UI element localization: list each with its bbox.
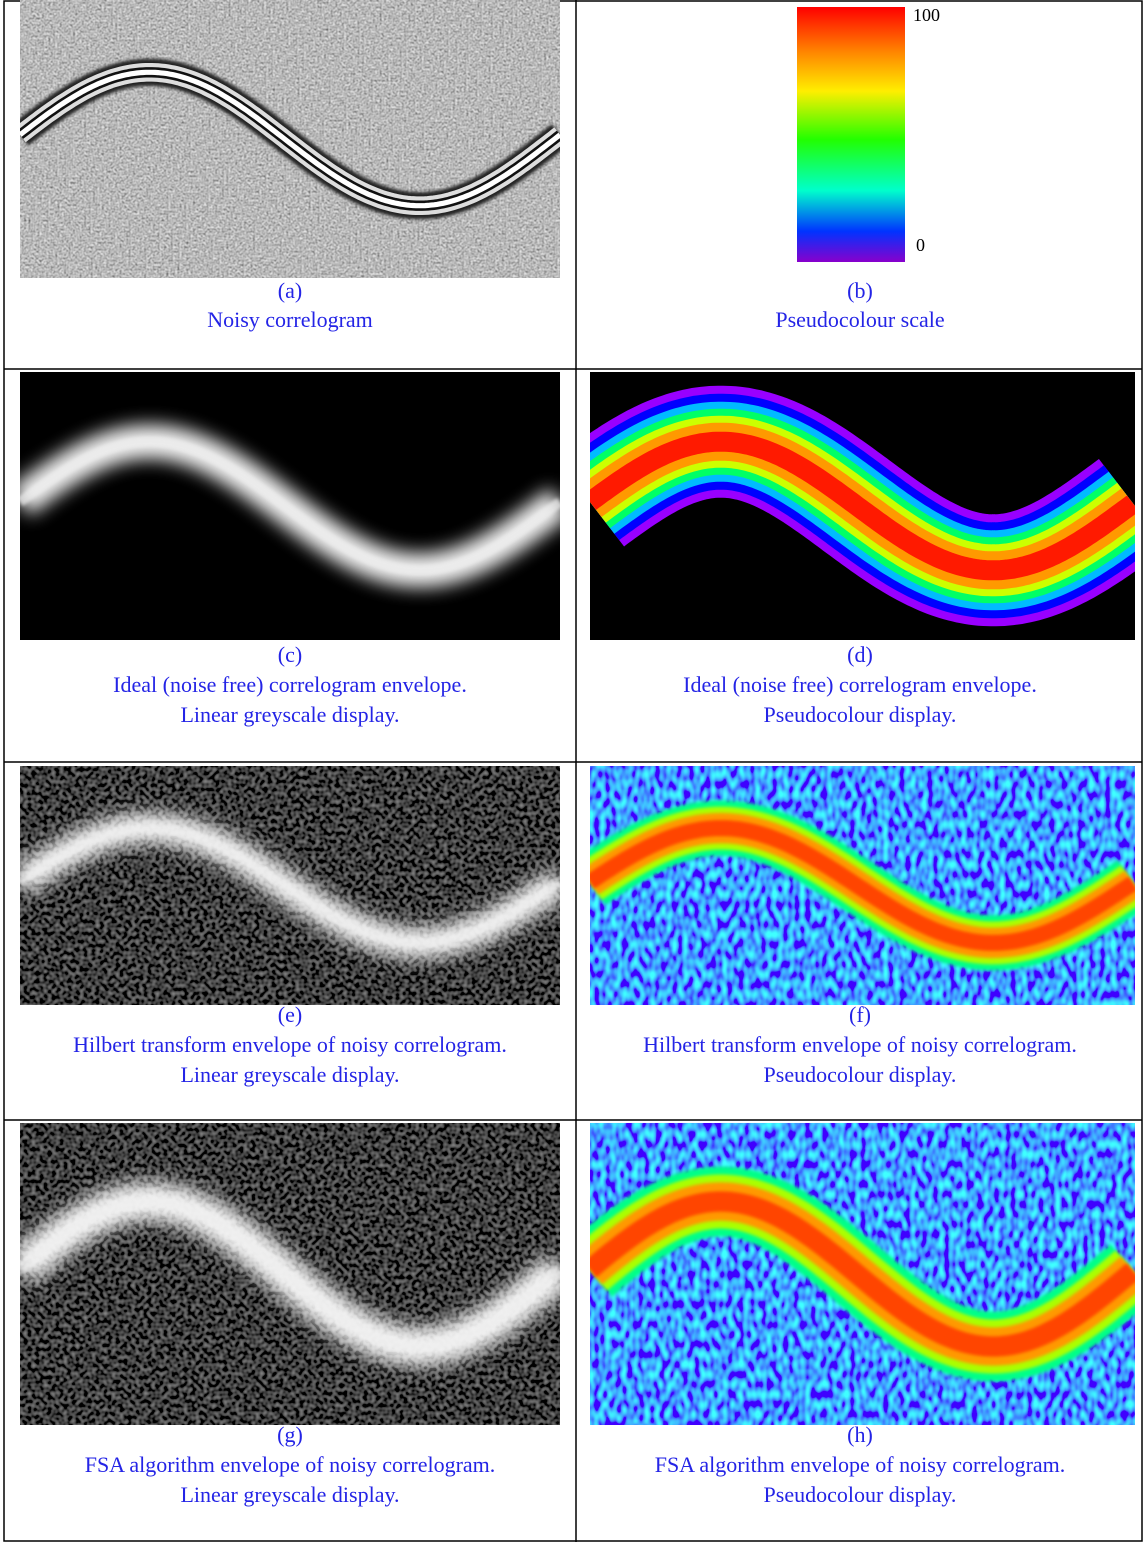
panel-image: [20, 0, 560, 278]
panel-caption: Linear greyscale display.: [180, 702, 399, 727]
panel-caption: Pseudocolour display.: [764, 702, 957, 727]
panel: 100 0 (b) Pseudocolour scale: [775, 5, 944, 332]
panel-label: (a): [278, 278, 302, 303]
panel-image: [590, 766, 1135, 1005]
envelope-band: [590, 1191, 1135, 1357]
panel-caption: FSA algorithm envelope of noisy correlog…: [655, 1452, 1066, 1477]
panel-image: [20, 1123, 560, 1425]
panel-caption: Noisy correlogram: [207, 307, 373, 332]
table-borders: [3, 0, 1143, 1542]
panel: (e) Hilbert transform envelope of noisy c…: [20, 766, 560, 1087]
table-border: [3, 0, 1143, 1542]
envelope-band: [590, 820, 1135, 951]
panel-label: (h): [847, 1422, 873, 1447]
panel-label: (g): [277, 1422, 303, 1447]
panel-image: [20, 372, 560, 640]
panel-image: [590, 372, 1135, 640]
panel-caption: Ideal (noise free) correlogram envelope.: [113, 672, 467, 697]
panel-caption: FSA algorithm envelope of noisy correlog…: [85, 1452, 496, 1477]
envelope-band: [590, 431, 1135, 581]
panel-caption: Linear greyscale display.: [180, 1482, 399, 1507]
panel: (d) Ideal (noise free) correlogram envelo…: [590, 372, 1135, 727]
panel-label: (e): [278, 1002, 302, 1027]
panel-caption: Ideal (noise free) correlogram envelope.: [683, 672, 1037, 697]
panel-image: [20, 766, 560, 1005]
panel-label: (b): [847, 278, 873, 303]
panel-caption: Hilbert transform envelope of noisy corr…: [73, 1032, 507, 1057]
envelope-band: [20, 436, 560, 576]
panel-label: (f): [849, 1002, 871, 1027]
scale-label: 100: [913, 5, 940, 25]
panel: (g) FSA algorithm envelope of noisy corre…: [20, 1123, 560, 1507]
panel: (f) Hilbert transform envelope of noisy c…: [590, 766, 1135, 1087]
panel-caption: Pseudocolour display.: [764, 1062, 957, 1087]
scale-label: 0: [916, 235, 925, 255]
panel: (c) Ideal (noise free) correlogram envelo…: [20, 372, 560, 727]
envelope-band: [20, 823, 560, 948]
panel-image: [590, 1123, 1135, 1425]
envelope-band: [20, 69, 560, 209]
panel-caption: Pseudocolour scale: [775, 307, 944, 332]
envelope-band: [20, 1195, 560, 1353]
panel-caption: Hilbert transform envelope of noisy corr…: [643, 1032, 1077, 1057]
colour-scale-bar: [797, 7, 905, 262]
panel: (a) Noisy correlogram: [20, 0, 560, 332]
panel-label: (d): [847, 642, 873, 667]
panel: (h) FSA algorithm envelope of noisy corre…: [590, 1123, 1135, 1507]
panel-caption: Linear greyscale display.: [180, 1062, 399, 1087]
panel-label: (c): [278, 642, 302, 667]
panel-caption: Pseudocolour display.: [764, 1482, 957, 1507]
